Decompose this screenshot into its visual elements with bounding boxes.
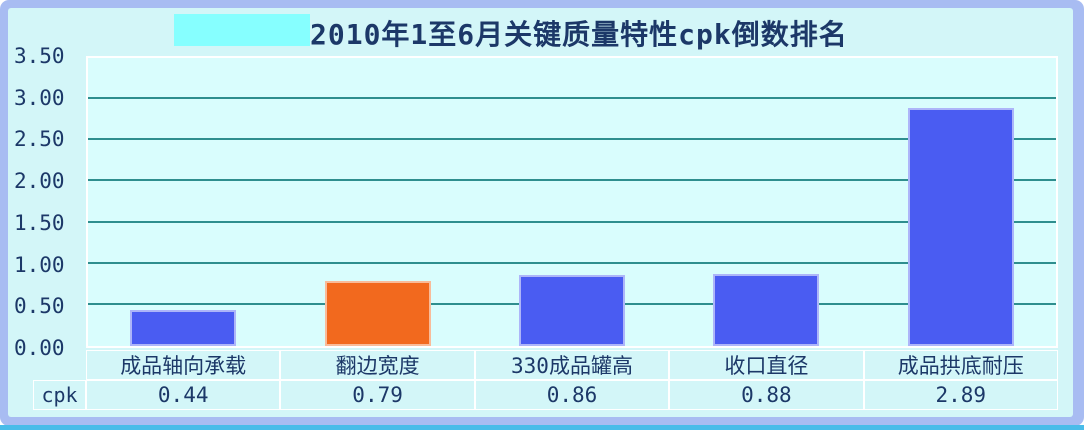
data-table: 成品轴向承载 翻边宽度 330成品罐高 收口直径 成品拱底耐压 cpk 0.44 0.79 0.… bbox=[33, 350, 1058, 410]
chart-title: 2010年1至6月关键质量特性cpk倒数排名 bbox=[310, 18, 848, 51]
table-corner-cell bbox=[33, 350, 86, 380]
bar-330成品罐高 bbox=[519, 275, 625, 346]
cpk-row-header: cpk bbox=[33, 380, 86, 410]
y-axis-tick-label: 0.00 bbox=[14, 336, 65, 360]
value-cell: 0.44 bbox=[86, 380, 281, 410]
y-axis-tick-label: 3.50 bbox=[14, 44, 65, 68]
gridline bbox=[88, 220, 1056, 223]
plot-area bbox=[86, 56, 1058, 348]
category-cell: 成品轴向承载 bbox=[86, 350, 281, 380]
chart-canvas: 2010年1至6月关键质量特性cpk倒数排名 3.50 3.00 2.50 2.00 1… bbox=[8, 8, 1073, 417]
bar-收口直径 bbox=[713, 273, 820, 346]
y-axis-tick-label: 2.50 bbox=[14, 127, 65, 152]
y-axis-tick-label: 1.00 bbox=[14, 252, 65, 277]
gridline bbox=[88, 179, 1056, 182]
gridline bbox=[88, 138, 1056, 141]
bar-成品轴向承载 bbox=[130, 309, 237, 346]
y-axis-tick-label: 0.50 bbox=[14, 294, 65, 319]
category-cell: 翻边宽度 bbox=[280, 350, 475, 380]
y-axis-tick-label: 1.50 bbox=[14, 210, 65, 235]
bottom-accent-bar bbox=[0, 425, 1084, 430]
value-cell: 2.89 bbox=[863, 380, 1058, 410]
category-cell: 330成品罐高 bbox=[474, 350, 670, 380]
y-axis-tick-label: 3.00 bbox=[14, 85, 65, 110]
y-axis-tick-label: 2.00 bbox=[14, 169, 65, 194]
gridline bbox=[88, 97, 1056, 100]
category-cell: 收口直径 bbox=[669, 350, 864, 380]
bar-翻边宽度 bbox=[324, 281, 431, 346]
value-cell: 0.86 bbox=[474, 380, 670, 410]
value-cell: 0.88 bbox=[669, 380, 864, 410]
title-highlight-box bbox=[174, 14, 310, 46]
category-cell: 成品拱底耐压 bbox=[863, 350, 1058, 380]
gridline bbox=[88, 261, 1056, 264]
value-cell: 0.79 bbox=[280, 380, 475, 410]
bar-成品拱底耐压 bbox=[907, 108, 1014, 346]
